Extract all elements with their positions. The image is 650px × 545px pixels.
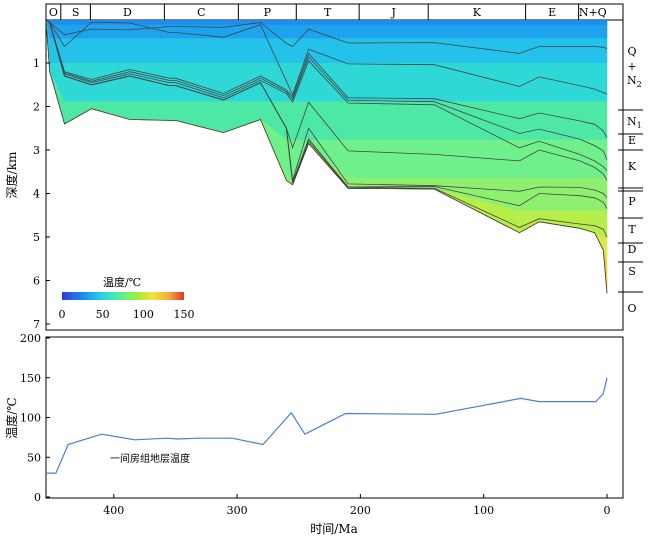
strata-label-S: S bbox=[628, 265, 636, 278]
time-tick-label-400: 400 bbox=[103, 504, 124, 517]
period-label-P: P bbox=[264, 6, 272, 19]
period-label-C: C bbox=[197, 6, 205, 19]
depth-axis-label: 深度/km bbox=[4, 151, 19, 198]
right-strata-column: Q +N2 N1 EK P TDS O bbox=[618, 45, 643, 315]
horizon-line-h10 bbox=[46, 20, 608, 294]
depth-tick-label-6: 6 bbox=[33, 275, 40, 288]
period-label-S: S bbox=[72, 6, 80, 19]
colorbar: 温度/℃ 0 50 100 150 bbox=[59, 275, 195, 321]
colorbar-tick-label-50: 50 bbox=[96, 308, 110, 321]
time-axis-label: 时间/Ma bbox=[310, 522, 358, 536]
strata-label-P: P bbox=[628, 195, 636, 208]
period-label-E: E bbox=[548, 6, 556, 19]
bottom-chart-frame bbox=[45, 336, 624, 499]
time-tick-label-200: 200 bbox=[350, 504, 371, 517]
depth-tick-label-7: 7 bbox=[33, 318, 40, 331]
horizon-line-h3 bbox=[46, 20, 608, 138]
period-label-O: O bbox=[49, 6, 58, 19]
strata-label-plus: + bbox=[627, 60, 636, 73]
temp-tick-label-50: 50 bbox=[27, 451, 41, 464]
period-label-K: K bbox=[473, 6, 482, 19]
strata-label-Q: Q bbox=[627, 45, 636, 58]
period-label-T: T bbox=[324, 6, 332, 19]
colorbar-tick-label-0: 0 bbox=[59, 308, 66, 321]
bottom-chart: 0 50 100 150 200 400 300 200 100 0 一间房组地层温度 温度/℃… bbox=[4, 332, 624, 536]
temp-tick-label-100: 100 bbox=[20, 412, 41, 425]
colorbar-tick-label-100: 100 bbox=[133, 308, 154, 321]
horizon-line-h4 bbox=[46, 20, 608, 160]
legend-label: 一间房组地层温度 bbox=[110, 452, 190, 465]
temp-tick-label-200: 200 bbox=[20, 332, 41, 345]
strata-label-D: D bbox=[628, 243, 637, 256]
time-tick-label-300: 300 bbox=[227, 504, 248, 517]
surface-band bbox=[46, 20, 607, 25]
period-label-N+Q: N+Q bbox=[579, 6, 607, 19]
strata-label-O: O bbox=[627, 302, 636, 315]
strata-label-N2: N2 bbox=[627, 74, 642, 89]
depth-tick-label-2: 2 bbox=[33, 101, 40, 114]
colorbar-title: 温度/℃ bbox=[103, 275, 141, 289]
colorbar-ticks: 0 50 100 150 bbox=[59, 308, 195, 321]
temp-tick-label-0: 0 bbox=[34, 491, 41, 504]
colorbar-gradient bbox=[62, 292, 184, 300]
time-tick-label-100: 100 bbox=[473, 504, 494, 517]
strata-label-T: T bbox=[628, 223, 636, 236]
depth-tick-label-4: 4 bbox=[33, 188, 40, 201]
period-label-D: D bbox=[123, 6, 132, 19]
time-tick-label-0: 0 bbox=[603, 504, 610, 517]
horizon-line-h9 bbox=[46, 20, 608, 238]
temperature-axis: 0 50 100 150 200 bbox=[20, 332, 50, 504]
depth-tick-label-1: 1 bbox=[33, 57, 40, 70]
temp-tick-label-150: 150 bbox=[20, 372, 41, 385]
horizon-line-h5 bbox=[46, 20, 608, 172]
strata-label-K: K bbox=[628, 160, 637, 173]
horizon-line-h2 bbox=[46, 20, 608, 96]
depth-axis: 1 2 3 4 5 6 7 bbox=[33, 57, 50, 331]
temperature-history-line bbox=[46, 377, 608, 474]
colorbar-tick-label-150: 150 bbox=[174, 308, 195, 321]
time-axis: 400 300 200 100 0 bbox=[103, 494, 610, 517]
depth-tick-label-5: 5 bbox=[33, 231, 40, 244]
horizon-line-h1 bbox=[46, 20, 608, 54]
strata-label-N1: N1 bbox=[627, 115, 642, 130]
depth-tick-label-3: 3 bbox=[33, 144, 40, 157]
temperature-axis-label: 温度/℃ bbox=[4, 397, 19, 438]
horizon-lines bbox=[46, 20, 608, 294]
strata-label-E: E bbox=[628, 134, 636, 147]
period-label-J: J bbox=[390, 6, 395, 19]
